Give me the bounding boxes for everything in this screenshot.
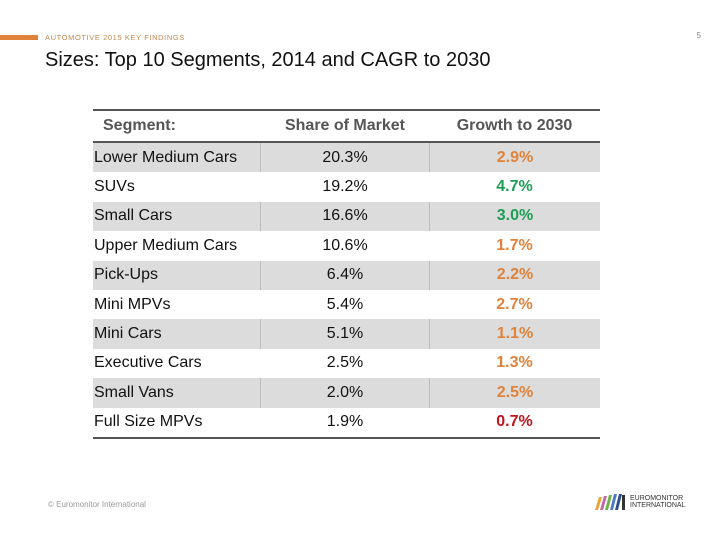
segment-cell: Small Vans — [93, 378, 261, 408]
segment-cell: Mini MPVs — [94, 295, 171, 313]
accent-bar — [0, 35, 38, 40]
table-row: Executive Cars 2.5% 1.3% — [93, 349, 600, 378]
table-row: Full Size MPVs 1.9% 0.7% — [93, 408, 600, 437]
table-bottom-rule — [93, 436, 600, 439]
copyright-footer: © Euromonitor International — [48, 500, 146, 509]
growth-cell: 4.7% — [496, 178, 533, 196]
growth-cell: 2.7% — [496, 295, 533, 313]
growth-cell: 3.0% — [496, 207, 534, 225]
euromonitor-logo: EUROMONITOR INTERNATIONAL — [593, 494, 686, 510]
euromonitor-logo-icon — [595, 494, 625, 510]
column-header-growth: Growth to 2030 — [456, 117, 573, 134]
table-row: Mini MPVs 5.4% 2.7% — [93, 290, 600, 319]
page-number: 5 — [696, 31, 701, 40]
growth-cell: 1.3% — [496, 354, 533, 372]
share-cell: 5.1% — [261, 319, 430, 349]
growth-cell: 1.7% — [496, 236, 533, 254]
share-cell: 6.4% — [261, 260, 430, 290]
logo-text-line2: INTERNATIONAL — [630, 502, 686, 509]
page-title: Sizes: Top 10 Segments, 2014 and CAGR to… — [45, 49, 491, 71]
growth-cell: 2.9% — [496, 148, 534, 166]
section-kicker: AUTOMOTIVE 2015 KEY FINDINGS — [45, 33, 185, 42]
column-header-segment: Segment: — [103, 117, 176, 134]
table-row: Upper Medium Cars 10.6% 1.7% — [93, 231, 600, 260]
segment-cell: Mini Cars — [93, 319, 261, 349]
segment-cell: Executive Cars — [94, 354, 202, 372]
segment-cell: Pick-Ups — [93, 260, 261, 290]
growth-cell: 2.2% — [496, 266, 534, 284]
table-row: Small Vans 2.0% 2.5% — [93, 378, 600, 408]
column-header-share: Share of Market — [284, 117, 406, 134]
segments-table: Segment: Share of Market Growth to 2030 … — [93, 109, 600, 439]
segment-cell: Small Cars — [93, 201, 261, 232]
share-cell: 10.6% — [322, 236, 368, 254]
segment-cell: Lower Medium Cars — [93, 143, 261, 173]
share-cell: 2.5% — [326, 354, 364, 372]
table-row: Small Cars 16.6% 3.0% — [93, 201, 600, 232]
share-cell: 16.6% — [261, 201, 430, 232]
share-cell: 1.9% — [326, 413, 364, 431]
table-row: Pick-Ups 6.4% 2.2% — [93, 260, 600, 290]
logo-text-line1: EUROMONITOR — [630, 494, 684, 502]
share-cell: 19.2% — [322, 178, 368, 196]
table-top-rule — [93, 109, 600, 111]
share-cell: 5.4% — [326, 295, 364, 313]
growth-cell: 0.7% — [496, 413, 533, 431]
growth-cell: 1.1% — [496, 325, 534, 343]
segment-cell: Upper Medium Cars — [94, 236, 238, 254]
table-row: Mini Cars 5.1% 1.1% — [93, 319, 600, 349]
share-cell: 20.3% — [261, 143, 430, 173]
segment-cell: Full Size MPVs — [94, 413, 203, 431]
table-header-row: Segment: Share of Market Growth to 2030 — [93, 111, 600, 143]
table-row: SUVs 19.2% 4.7% — [93, 172, 600, 201]
share-cell: 2.0% — [261, 378, 430, 408]
table-row: Lower Medium Cars 20.3% 2.9% — [93, 143, 600, 173]
segment-cell: SUVs — [94, 178, 135, 196]
growth-cell: 2.5% — [496, 383, 534, 401]
